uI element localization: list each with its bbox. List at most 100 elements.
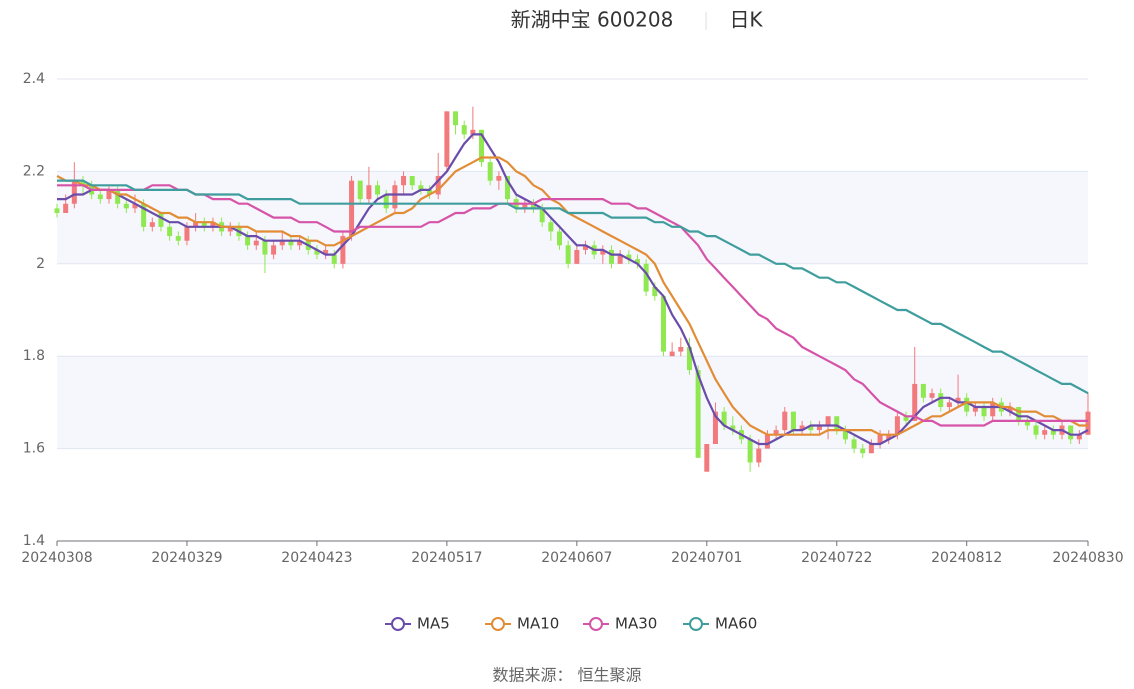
candle-body (392, 185, 398, 209)
y-tick-label: 1.6 (23, 441, 45, 457)
candle-body (123, 203, 129, 209)
candle-body (773, 430, 779, 435)
candle-body (496, 176, 502, 181)
candle-body (505, 176, 511, 200)
candle-body (1033, 425, 1039, 435)
candle-body (115, 189, 121, 204)
candle-body (1050, 430, 1056, 435)
candle-body (314, 249, 320, 255)
candle-body (764, 434, 770, 449)
candle-body (54, 208, 60, 213)
source-note: 数据来源： 恒生聚源 (492, 666, 641, 685)
candle-body (427, 189, 433, 195)
legend-marker (391, 617, 405, 631)
candle-body (894, 416, 900, 435)
candle-body (782, 411, 788, 431)
candle-body (271, 245, 277, 255)
candle-body (357, 180, 363, 200)
candle-body (201, 222, 207, 227)
ma-line (56, 156, 1088, 436)
candle-body (193, 222, 199, 227)
candle-body (929, 393, 935, 398)
legend-marker (491, 617, 505, 631)
candle-body (149, 222, 155, 227)
candle-body (487, 162, 493, 181)
candle-body (444, 111, 450, 167)
ma-line (57, 184, 1088, 427)
candle-body (383, 194, 389, 209)
candle-body (574, 249, 580, 264)
candle-body (158, 212, 164, 227)
candle-body (834, 416, 840, 431)
x-tick-label: 20240722 (801, 550, 872, 566)
candle-body (522, 203, 528, 209)
candle-body (409, 176, 415, 186)
candle-body (175, 236, 181, 241)
candle-body (626, 254, 632, 260)
candle-body (375, 185, 381, 195)
candle-body (617, 254, 623, 264)
x-tick-label: 20240812 (931, 550, 1002, 566)
candle-body (71, 180, 77, 204)
candle-body (660, 296, 666, 352)
candle-body (1085, 411, 1091, 435)
candle-body (453, 111, 459, 126)
candle-body (210, 222, 216, 227)
candle-body (1042, 430, 1048, 435)
x-tick-label: 20240423 (281, 550, 352, 566)
candle-body (912, 383, 918, 421)
candle-body (331, 254, 337, 264)
candle-body (600, 249, 606, 255)
chart-title: 新湖中宝 600208 (511, 8, 674, 32)
candle-body (565, 245, 571, 264)
candle-body (730, 425, 736, 431)
candle-body (349, 180, 355, 237)
candle-body (990, 402, 996, 417)
candle-body (816, 425, 822, 431)
candle-body (955, 397, 961, 403)
candle-body (184, 226, 190, 241)
candle-body (1024, 420, 1030, 426)
candle-body (97, 194, 103, 200)
legend-label: MA30 (615, 615, 657, 633)
candle-body (920, 383, 926, 398)
x-tick-label: 20240607 (541, 550, 612, 566)
y-tick-label: 2.4 (23, 71, 45, 87)
candle-body (946, 402, 952, 408)
candle-body (141, 203, 147, 227)
candle-body (938, 393, 944, 408)
candle-body (712, 411, 718, 444)
candle-body (167, 226, 173, 237)
candle-body (851, 439, 857, 449)
candle-body (790, 411, 796, 431)
candle-body (253, 240, 259, 246)
candle-body (297, 240, 303, 246)
x-tick-label: 20240308 (21, 550, 92, 566)
candle-body (80, 180, 86, 186)
candle-body (132, 203, 138, 209)
candle-body (539, 208, 545, 223)
candle-body (981, 407, 987, 417)
grid-band (57, 171, 1088, 264)
candle-body (695, 370, 701, 458)
candle-body (479, 129, 485, 163)
candle-body (418, 185, 424, 190)
legend-marker (589, 617, 603, 631)
candle-body (686, 346, 692, 371)
candle-body (1016, 407, 1022, 421)
y-tick-label: 1.4 (23, 533, 45, 549)
candle-body (1007, 407, 1013, 412)
candle-body (323, 249, 329, 255)
candle-body (366, 185, 372, 200)
candle-body (582, 245, 588, 250)
candle-body (842, 430, 848, 440)
candle-body (825, 416, 831, 426)
candle-body (1076, 434, 1082, 440)
candle-body (972, 407, 978, 412)
candle-body (903, 416, 909, 421)
candle-body (678, 346, 684, 352)
candle-body (461, 125, 467, 135)
candle-body (435, 176, 441, 195)
candle-body (877, 434, 883, 444)
